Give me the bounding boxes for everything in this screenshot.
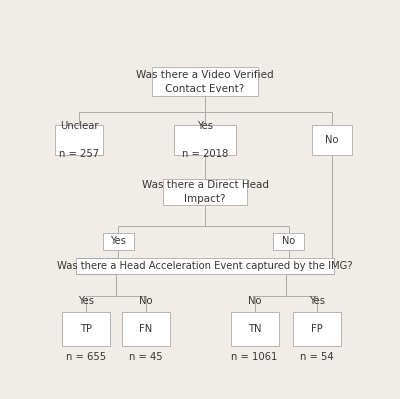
FancyBboxPatch shape [163, 179, 247, 205]
FancyBboxPatch shape [174, 125, 236, 155]
Text: Yes

n = 2018: Yes n = 2018 [182, 121, 228, 159]
Text: Yes

FP

n = 54: Yes FP n = 54 [300, 296, 334, 362]
Text: Yes: Yes [110, 237, 126, 247]
FancyBboxPatch shape [292, 312, 341, 346]
Text: No

FN

n = 45: No FN n = 45 [129, 296, 163, 362]
FancyBboxPatch shape [62, 312, 110, 346]
FancyBboxPatch shape [122, 312, 170, 346]
Text: Was there a Head Acceleration Event captured by the IMG?: Was there a Head Acceleration Event capt… [57, 261, 353, 271]
Text: No: No [325, 135, 339, 145]
FancyBboxPatch shape [103, 233, 134, 250]
Text: Was there a Video Verified
Contact Event?: Was there a Video Verified Contact Event… [136, 70, 274, 94]
FancyBboxPatch shape [76, 258, 334, 275]
FancyBboxPatch shape [230, 312, 279, 346]
FancyBboxPatch shape [152, 67, 258, 96]
Text: Unclear

n = 257: Unclear n = 257 [59, 121, 100, 159]
FancyBboxPatch shape [273, 233, 304, 250]
Text: No: No [282, 237, 295, 247]
FancyBboxPatch shape [56, 125, 104, 155]
FancyBboxPatch shape [312, 125, 352, 155]
Text: Yes

TP

n = 655: Yes TP n = 655 [66, 296, 106, 362]
Text: Was there a Direct Head
Impact?: Was there a Direct Head Impact? [142, 180, 268, 204]
Text: No

TN

n = 1061: No TN n = 1061 [232, 296, 278, 362]
